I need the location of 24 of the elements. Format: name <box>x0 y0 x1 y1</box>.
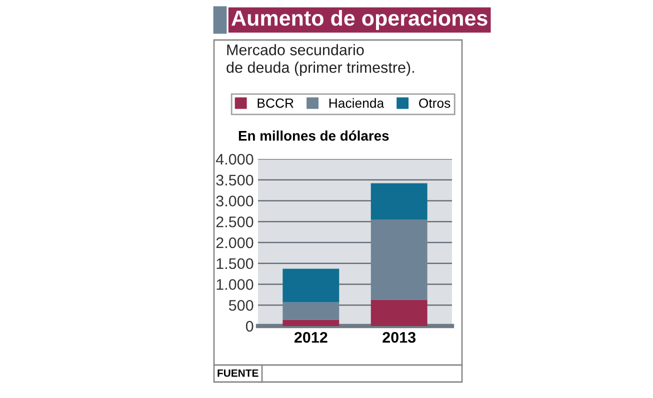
x-tick-label: 2012 <box>294 332 328 343</box>
bar <box>282 302 340 320</box>
y-tick-label: 0 <box>246 320 254 332</box>
text: FUENTE <box>218 370 258 377</box>
bar <box>370 300 428 326</box>
bar <box>370 220 428 300</box>
legend-label: Otros <box>419 98 450 108</box>
y-tick-label: 1.500 <box>216 258 254 270</box>
bar <box>282 268 340 302</box>
y-tick-label: 2.000 <box>216 237 254 248</box>
legend-label: Hacienda <box>329 98 384 108</box>
y-tick-label: 2.500 <box>216 216 254 228</box>
y-axis-title: En millones de dólares <box>238 130 389 141</box>
y-tick-label: 4.000 <box>216 154 254 165</box>
chart-title: Aumento de operaciones <box>232 10 488 30</box>
x-tick-label: 2013 <box>382 332 416 343</box>
legend-label: BCCR <box>258 98 294 108</box>
y-tick-label: 500 <box>228 300 254 311</box>
chart-subtitle: Mercado secundario de deuda (primer trimestre). <box>226 44 414 76</box>
bar <box>370 183 428 220</box>
y-tick-label: 3.000 <box>216 196 254 206</box>
bar <box>282 320 340 326</box>
y-tick-label: 1.000 <box>216 279 254 290</box>
y-tick-label: 3.500 <box>216 174 254 186</box>
